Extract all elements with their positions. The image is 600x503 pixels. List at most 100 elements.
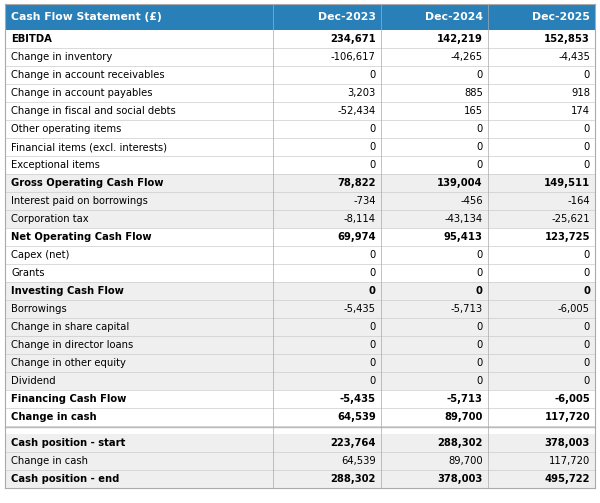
Text: Change in account payables: Change in account payables [11,88,152,98]
Text: 0: 0 [584,358,590,368]
Bar [5,48,595,66]
Text: 165: 165 [464,106,483,116]
Text: 78,822: 78,822 [337,178,376,188]
Text: Gross Operating Cash Flow: Gross Operating Cash Flow [11,178,163,188]
Text: 0: 0 [583,286,590,296]
Text: Cash Flow Statement (£): Cash Flow Statement (£) [11,12,162,22]
Text: 89,700: 89,700 [448,456,483,466]
Text: Change in share capital: Change in share capital [11,322,129,332]
Bar [5,470,595,488]
Text: 918: 918 [571,88,590,98]
Text: Change in cash: Change in cash [11,412,97,422]
Text: -5,713: -5,713 [451,304,483,314]
Text: 69,974: 69,974 [337,232,376,242]
Text: 0: 0 [476,142,483,152]
Text: -5,435: -5,435 [344,304,376,314]
Bar [5,300,595,318]
Text: -4,435: -4,435 [558,52,590,62]
Text: 378,003: 378,003 [437,474,483,484]
Text: EBITDA: EBITDA [11,34,52,44]
Bar [5,282,595,300]
Bar [5,228,595,246]
Text: Exceptional items: Exceptional items [11,160,100,170]
Text: 0: 0 [476,124,483,134]
Text: 0: 0 [584,376,590,386]
Text: 149,511: 149,511 [544,178,590,188]
Text: 0: 0 [584,250,590,260]
Text: 0: 0 [370,358,376,368]
Text: 123,725: 123,725 [545,232,590,242]
Text: 0: 0 [370,160,376,170]
Text: Cash position - end: Cash position - end [11,474,119,484]
Text: 0: 0 [476,160,483,170]
Text: 0: 0 [370,124,376,134]
Bar [5,408,595,426]
Text: Change in other equity: Change in other equity [11,358,126,368]
Bar [5,120,595,138]
Bar [5,102,595,120]
Text: Dec-2023: Dec-2023 [317,12,376,22]
Bar [5,264,595,282]
Text: 0: 0 [370,142,376,152]
Bar [5,354,595,372]
Text: 0: 0 [476,286,483,296]
Text: Borrowings: Borrowings [11,304,67,314]
Text: 0: 0 [476,322,483,332]
Text: 288,302: 288,302 [330,474,376,484]
Text: -6,005: -6,005 [558,304,590,314]
Text: -25,621: -25,621 [551,214,590,224]
Text: 117,720: 117,720 [549,456,590,466]
Text: 0: 0 [584,70,590,80]
Text: 0: 0 [476,376,483,386]
Text: 64,539: 64,539 [341,456,376,466]
Text: 0: 0 [370,268,376,278]
Bar [5,174,595,192]
Text: -734: -734 [353,196,376,206]
Bar [5,372,595,390]
Text: Financing Cash Flow: Financing Cash Flow [11,394,127,404]
Text: 0: 0 [370,70,376,80]
Bar [5,4,595,30]
Bar [5,452,595,470]
Text: Dec-2025: Dec-2025 [532,12,590,22]
Text: -5,435: -5,435 [340,394,376,404]
Text: Financial items (excl. interests): Financial items (excl. interests) [11,142,167,152]
Text: Investing Cash Flow: Investing Cash Flow [11,286,124,296]
Text: 495,722: 495,722 [545,474,590,484]
Bar [5,318,595,336]
Text: 0: 0 [370,322,376,332]
Text: 0: 0 [584,142,590,152]
Text: 885: 885 [464,88,483,98]
Text: -5,713: -5,713 [447,394,483,404]
Text: Cash position - start: Cash position - start [11,438,125,448]
Bar [5,66,595,84]
Bar [5,156,595,174]
Text: Grants: Grants [11,268,44,278]
Text: Other operating items: Other operating items [11,124,121,134]
Text: 64,539: 64,539 [337,412,376,422]
Text: -164: -164 [568,196,590,206]
Text: 288,302: 288,302 [437,438,483,448]
Text: 0: 0 [584,340,590,350]
Text: 117,720: 117,720 [544,412,590,422]
Text: Capex (net): Capex (net) [11,250,70,260]
Bar [5,84,595,102]
Bar [5,336,595,354]
Text: 3,203: 3,203 [347,88,376,98]
Text: 142,219: 142,219 [437,34,483,44]
Bar [5,30,595,48]
Text: -106,617: -106,617 [331,52,376,62]
Text: 89,700: 89,700 [445,412,483,422]
Bar [5,434,595,452]
Text: Dec-2024: Dec-2024 [425,12,483,22]
Bar [5,138,595,156]
Text: 234,671: 234,671 [330,34,376,44]
Text: 0: 0 [584,124,590,134]
Text: 0: 0 [476,268,483,278]
Text: Net Operating Cash Flow: Net Operating Cash Flow [11,232,152,242]
Text: 152,853: 152,853 [544,34,590,44]
Text: Change in inventory: Change in inventory [11,52,112,62]
Text: 0: 0 [370,250,376,260]
Bar [5,426,595,434]
Text: 0: 0 [370,340,376,350]
